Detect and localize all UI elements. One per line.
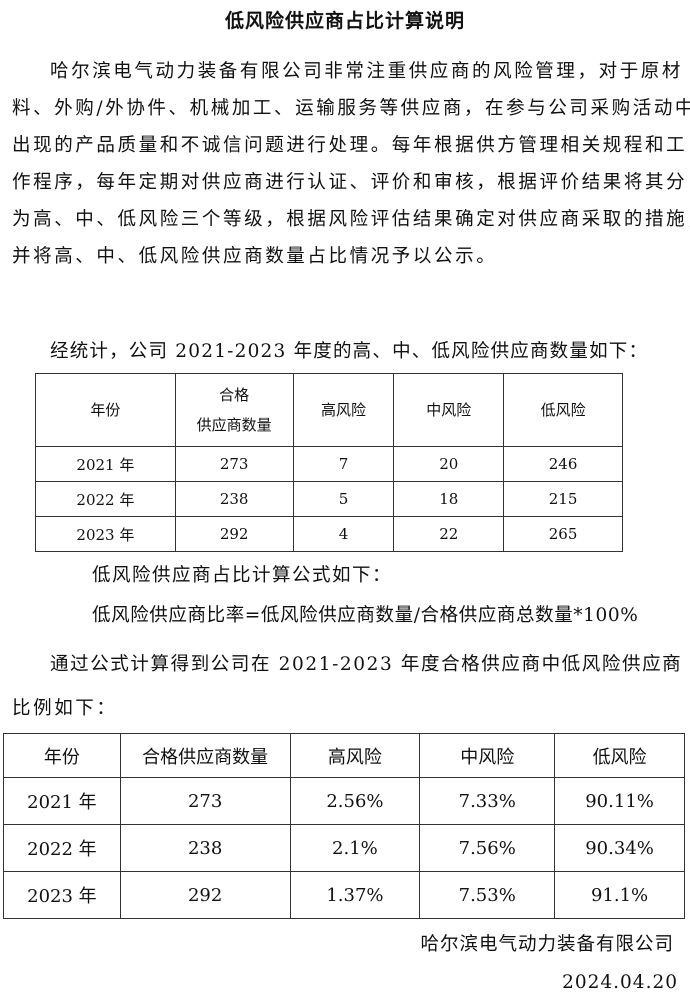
table-cell: 2022 年 — [3, 824, 121, 872]
table-cell: 7.56% — [419, 824, 556, 872]
table-row: 2022 年 238 2.1% 7.56% 90.34% — [3, 824, 685, 872]
header-cell: 中风险 — [393, 373, 505, 447]
table-cell: 5 — [292, 481, 395, 517]
table-cell: 2023 年 — [3, 871, 121, 919]
table-header-row: 年份 合格 供应商数量 高风险 中风险 低风险 — [35, 373, 623, 447]
table-cell: 2022 年 — [35, 481, 176, 517]
stats-intro: 经统计，公司 2021-2023 年度的高、中、低风险供应商数量如下： — [50, 341, 649, 362]
intro-line: 作程序，每年定期对供应商进行认证、评价和审核，根据评价结果将其分 — [12, 172, 688, 193]
table-row: 2023 年 292 1.37% 7.53% 91.1% — [3, 871, 685, 919]
table-cell: 238 — [174, 481, 294, 517]
table-cell: 2023 年 — [35, 516, 176, 552]
table-cell: 273 — [174, 446, 294, 482]
table-cell: 7.53% — [419, 871, 556, 919]
header-cell: 合格供应商数量 — [174, 373, 294, 447]
table-cell: 90.34% — [554, 824, 685, 872]
table-cell: 90.11% — [554, 777, 685, 825]
intro-line: 料、外购/外协件、机械加工、运输服务等供应商，在参与公司采购活动中 — [12, 98, 690, 119]
header-cell: 低风险 — [503, 373, 623, 447]
table-cell: 2.1% — [289, 824, 421, 872]
header-cell: 高风险 — [292, 373, 395, 447]
document-title: 低风险供应商占比计算说明 — [224, 10, 465, 32]
table-cell: 246 — [503, 446, 623, 482]
table-cell: 292 — [119, 871, 291, 919]
result-intro-line: 比例如下： — [12, 698, 118, 719]
intro-line: 并将高、中、低风险供应商数量占比情况予以公示。 — [12, 246, 498, 267]
table-cell: 273 — [119, 777, 291, 825]
table-cell: 1.37% — [289, 871, 421, 919]
table-row: 2023 年 292 4 22 265 — [35, 516, 623, 552]
header-cell: 中风险 — [419, 733, 556, 778]
header-cell: 年份 — [35, 373, 176, 447]
table-cell: 292 — [174, 516, 294, 552]
intro-line: 出现的产品质量和不诚信问题进行处理。每年根据供方管理相关规程和工 — [12, 135, 688, 156]
header-cell: 合格供应商数量 — [119, 733, 291, 778]
table-cell: 18 — [393, 481, 505, 517]
table-row: 2021 年 273 7 20 246 — [35, 446, 623, 482]
table-header-row: 年份 合格供应商数量 高风险 中风险 低风险 — [3, 733, 685, 778]
table-cell: 20 — [393, 446, 505, 482]
header-cell: 低风险 — [554, 733, 685, 778]
table-cell: 238 — [119, 824, 291, 872]
table-row: 2021 年 273 2.56% 7.33% 90.11% — [3, 777, 685, 825]
signature: 哈尔滨电气动力装备有限公司 — [420, 934, 674, 955]
table-cell: 91.1% — [554, 871, 685, 919]
table-cell: 215 — [503, 481, 623, 517]
table-cell: 22 — [393, 516, 505, 552]
header-cell: 高风险 — [289, 733, 421, 778]
table-row: 2022 年 238 5 18 215 — [35, 481, 623, 517]
formula-intro: 低风险供应商占比计算公式如下： — [92, 565, 393, 586]
table-cell: 265 — [503, 516, 623, 552]
table-cell: 2021 年 — [3, 777, 121, 825]
table-cell: 7 — [292, 446, 395, 482]
intro-line: 为高、中、低风险三个等级，根据风险评估结果确定对供应商采取的措施， — [12, 209, 690, 230]
formula: 低风险供应商比率=低风险供应商数量/合格供应商总数量*100% — [92, 605, 639, 626]
table-cell: 2021 年 — [35, 446, 176, 482]
table-cell: 4 — [292, 516, 395, 552]
result-intro-line: 通过公式计算得到公司在 2021-2023 年度合格供应商中低风险供应商 — [50, 654, 683, 675]
supplier-count-table: 年份 合格 供应商数量 高风险 中风险 低风险 2021 年 273 7 20 246 2… — [35, 373, 623, 552]
date: 2024.04.20 — [562, 972, 678, 993]
header-cell: 年份 — [3, 733, 121, 778]
table-cell: 7.33% — [419, 777, 556, 825]
supplier-ratio-table: 年份 合格供应商数量 高风险 中风险 低风险 2021 年 273 2.56% 7.33% 90… — [3, 733, 685, 919]
table-cell: 2.56% — [289, 777, 421, 825]
intro-line: 哈尔滨电气动力装备有限公司非常注重供应商的风险管理，对于原材 — [50, 61, 684, 82]
